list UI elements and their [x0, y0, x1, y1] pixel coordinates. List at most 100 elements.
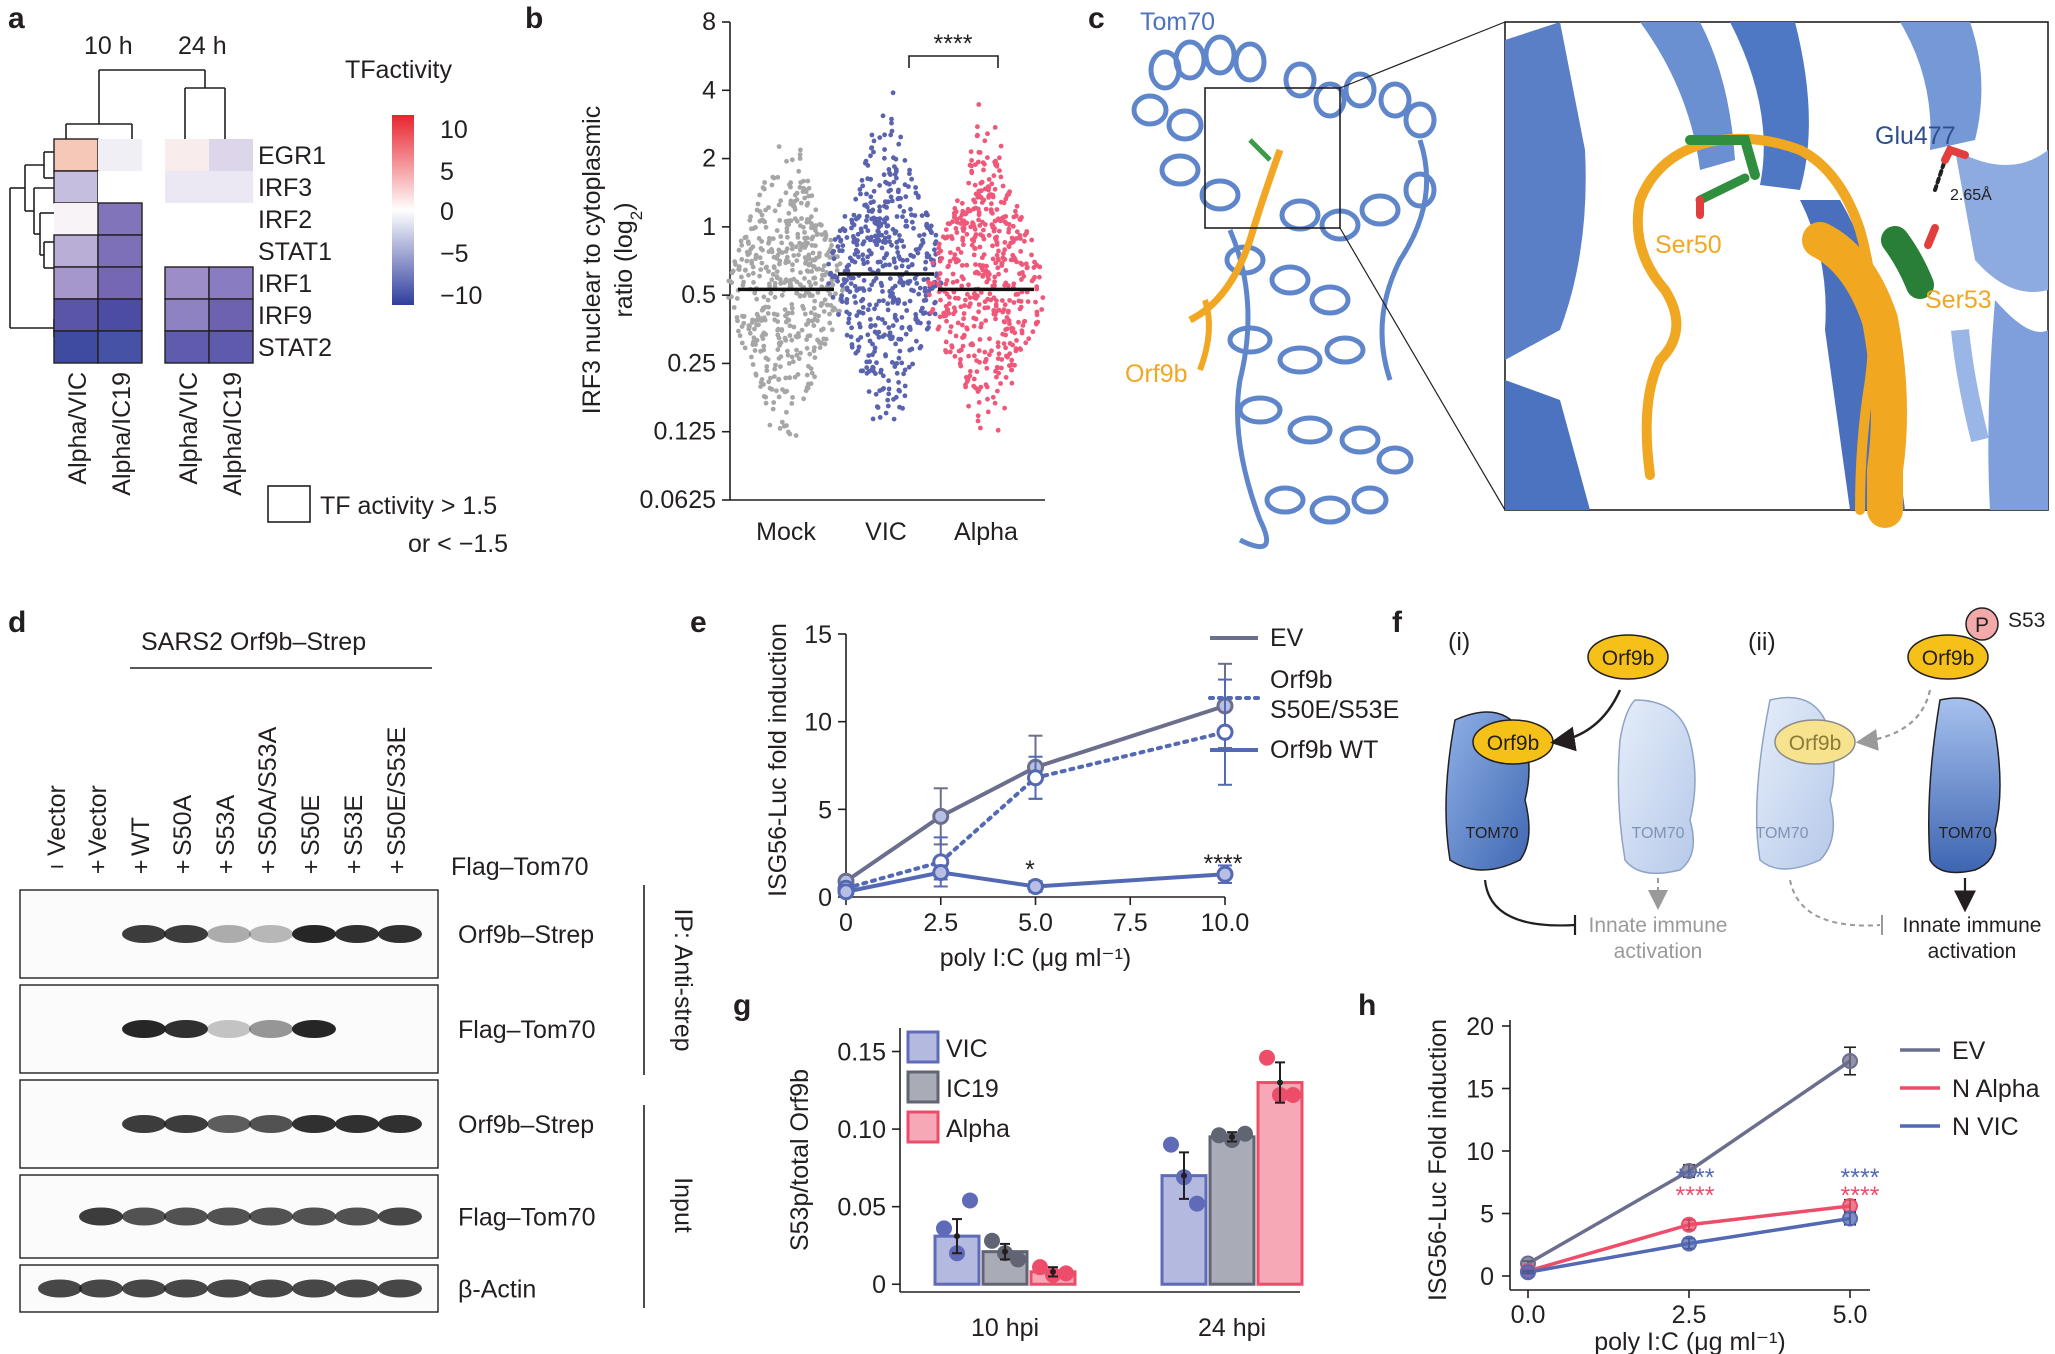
innate-active-1: Innate immune [1903, 914, 2042, 937]
blot-band [249, 1020, 293, 1038]
b-point [886, 378, 891, 384]
b-point [744, 258, 750, 264]
b-point [971, 238, 977, 244]
b-point [983, 206, 989, 212]
star-e-5: * [1025, 856, 1035, 884]
b-point [766, 379, 772, 385]
b-point [924, 251, 930, 256]
b-point [906, 364, 912, 370]
b-point [797, 156, 803, 161]
b-point [918, 320, 923, 326]
b-point [788, 283, 794, 289]
b-point [852, 294, 857, 299]
b-point [973, 262, 978, 267]
b-point [815, 290, 821, 295]
e-series-line [844, 703, 1226, 883]
b-point [890, 286, 895, 291]
b-point [938, 297, 943, 303]
line-chart-h: 0 5 10 15 20 0.0 2.5 5.0 poly I:C (μg ml⁻¹) ISG56… [1424, 1013, 2040, 1354]
line-chart-e: 0 5 10 15 0 2.5 5.0 7.5 10.0 poly I:C (μg ml⁻¹) IS… [764, 621, 1260, 972]
b-point [743, 267, 748, 273]
b-point [892, 230, 898, 236]
b-point [884, 251, 890, 257]
b-point [780, 387, 785, 392]
b-point [913, 185, 918, 190]
b-point [776, 394, 782, 400]
b-point [940, 234, 946, 240]
b-point [903, 194, 909, 200]
b-point [805, 320, 811, 326]
b-point [1006, 229, 1011, 235]
b-point [1017, 346, 1023, 352]
legend-tick: 10 [440, 116, 468, 144]
b-point [751, 339, 756, 345]
b-point [909, 262, 915, 268]
b-point [839, 283, 845, 288]
b-point [966, 353, 971, 359]
b-point [975, 413, 981, 419]
b-point [871, 278, 877, 284]
b-point [782, 280, 787, 285]
g-point [1163, 1136, 1179, 1153]
b-point [893, 265, 899, 270]
panel-f: f (i) (ii) Orf9b TOM70 Orf9b TOM70 Innat… [1392, 606, 2045, 963]
b-point [872, 306, 877, 312]
blot-band [292, 1279, 336, 1298]
heat-cell [53, 298, 99, 332]
h-point [1842, 1053, 1858, 1069]
b-point [1033, 299, 1038, 305]
b-point [771, 400, 777, 405]
b-point [776, 356, 782, 361]
b-point [858, 226, 864, 232]
b-point [880, 334, 886, 339]
h-point [1681, 1235, 1697, 1252]
b-point [954, 230, 960, 235]
b-point [1018, 236, 1023, 241]
blot-band [292, 1115, 336, 1133]
g-mean-dot [954, 1233, 960, 1240]
b-point [794, 244, 799, 250]
b-point [936, 281, 941, 287]
b-point [806, 185, 812, 191]
b-y-tick-label: 2 [702, 145, 716, 173]
b-point [894, 239, 900, 245]
b-point [851, 239, 857, 245]
g-mean-dot [1277, 1079, 1283, 1086]
b-point [975, 418, 981, 424]
b-point [921, 298, 927, 303]
b-point [973, 292, 979, 298]
b-point [1005, 354, 1010, 360]
b-point [750, 270, 756, 276]
b-point [852, 283, 858, 289]
lane-label: S53E [340, 795, 368, 856]
b-point [989, 348, 994, 354]
b-point [794, 334, 800, 340]
b-point [817, 250, 822, 256]
b-point [896, 187, 901, 193]
b-point [903, 331, 909, 337]
b-point [899, 263, 905, 269]
b-point [1003, 196, 1009, 202]
b-point [916, 195, 921, 200]
b-point [821, 309, 827, 314]
row-dendrogram [9, 151, 55, 337]
g-point [984, 1232, 1000, 1249]
e-x-tick-label: 5.0 [1018, 909, 1053, 937]
b-point [961, 221, 967, 227]
b-point [736, 328, 741, 334]
b-point [894, 214, 900, 219]
b-point [766, 269, 771, 274]
b-point [877, 204, 882, 210]
b-point [1011, 300, 1017, 305]
b-point [764, 364, 770, 369]
b-point [937, 271, 943, 276]
b-point [1016, 319, 1021, 325]
b-point [775, 327, 780, 333]
g-point [1237, 1125, 1253, 1142]
b-point [982, 299, 988, 305]
b-point [975, 124, 980, 130]
g-legend-label: IC19 [946, 1075, 999, 1103]
b-point [864, 218, 869, 223]
b-point [990, 394, 996, 400]
scheme-ii: (ii) [1748, 628, 1776, 656]
